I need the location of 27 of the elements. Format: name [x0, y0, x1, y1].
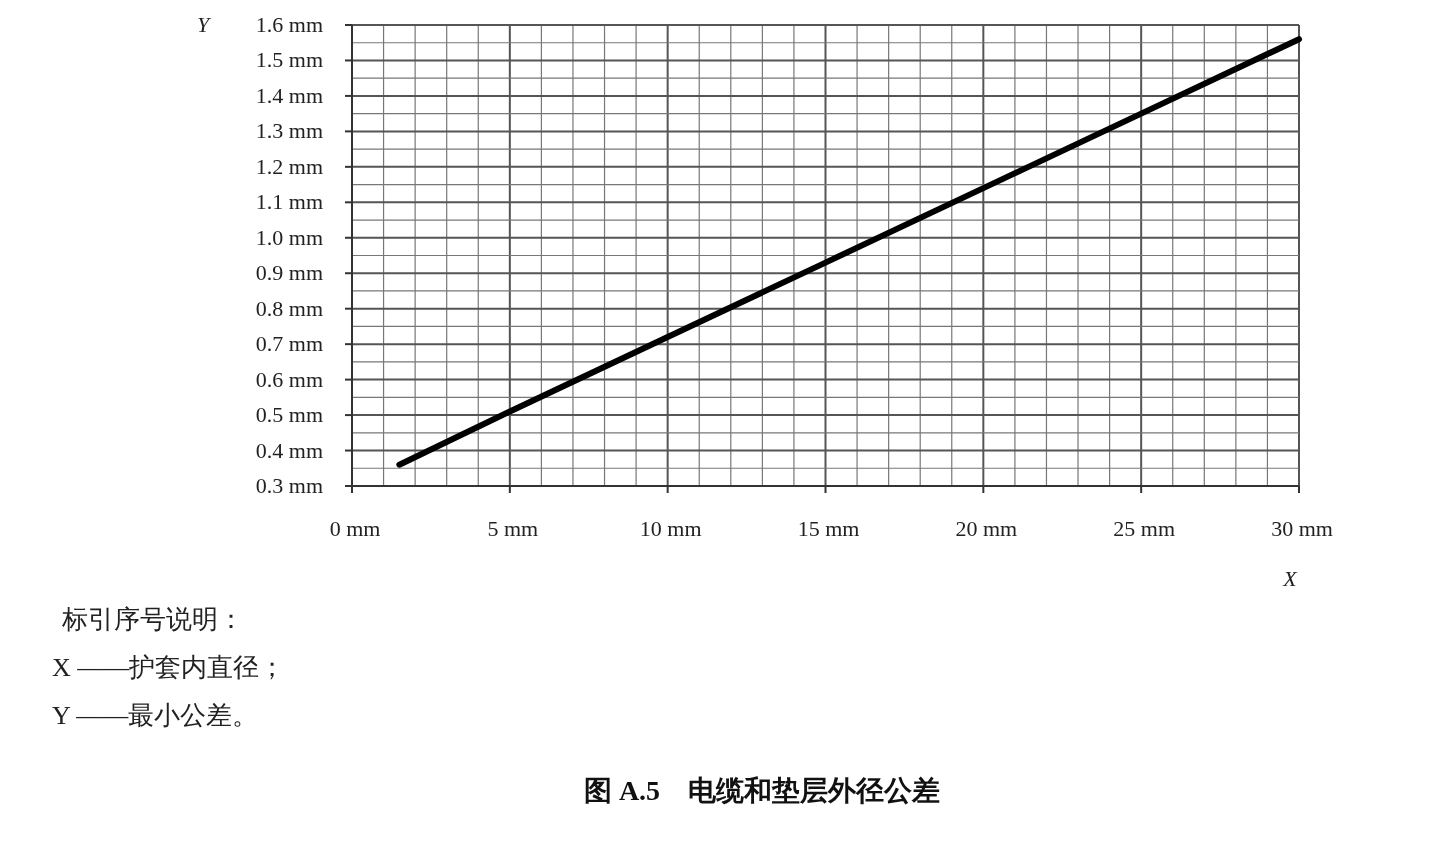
- x-tick-label: 20 mm: [955, 516, 1018, 541]
- y-tick-label: 1.1 mm: [255, 189, 323, 215]
- y-tick-label: 0.6 mm: [255, 366, 323, 392]
- y-tick-label: 1.6 mm: [255, 12, 323, 37]
- y-tick-label: 1.2 mm: [255, 153, 323, 179]
- x-tick-label: 25 mm: [1113, 516, 1176, 541]
- y-tick-label: 0.7 mm: [255, 331, 323, 357]
- x-tick-label: 0 mm: [329, 516, 381, 541]
- x-tick-label: 10 mm: [639, 516, 702, 541]
- y-tick-label: 1.4 mm: [255, 82, 323, 108]
- y-tick-label: 1.0 mm: [255, 224, 323, 250]
- y-tick-label: 0.3 mm: [255, 473, 323, 498]
- y-tick-label: 0.8 mm: [255, 295, 323, 321]
- x-tick-label: 15 mm: [797, 516, 860, 541]
- text: 标引序号说明：: [61, 605, 244, 634]
- y-axis-title: Y: [196, 12, 212, 37]
- y-tick-label: 1.3 mm: [255, 118, 323, 144]
- x-tick-label: 30 mm: [1271, 516, 1333, 541]
- text: X ——护套内直径；: [52, 653, 286, 682]
- text: Y ——最小公差。: [52, 701, 259, 730]
- x-tick-label: 5 mm: [487, 516, 539, 541]
- y-tick-label: 0.9 mm: [255, 260, 323, 286]
- x-axis-title: X: [1282, 566, 1299, 591]
- y-tick-label: 1.5 mm: [255, 47, 323, 73]
- y-tick-label: 0.5 mm: [255, 402, 323, 428]
- text: 图 A.5 电缆和垫层外径公差: [583, 775, 941, 806]
- y-tick-label: 0.4 mm: [255, 437, 323, 463]
